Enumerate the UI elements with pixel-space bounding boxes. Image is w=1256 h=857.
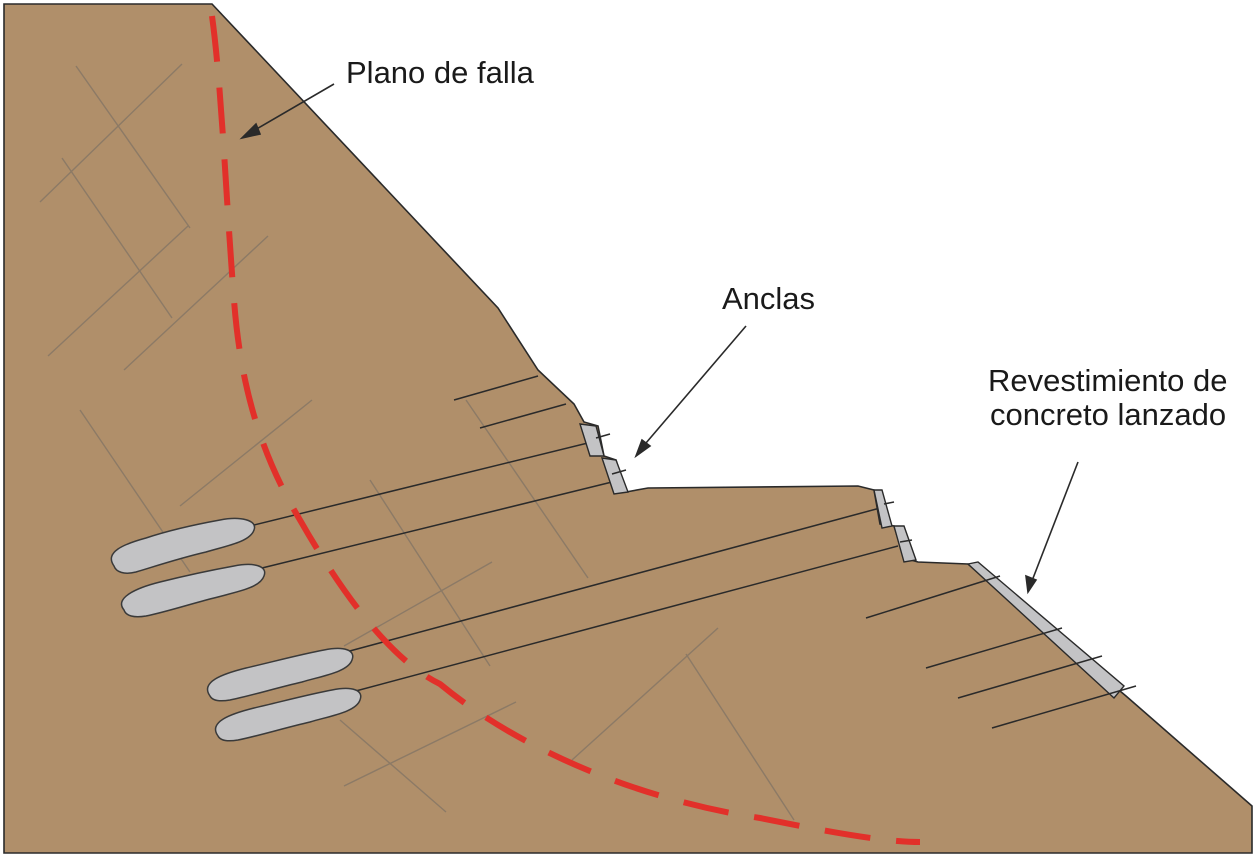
arrow-failure-plane (247, 83, 335, 135)
grout-bulb-4 (214, 687, 362, 742)
anchor-tendon-4 (351, 545, 899, 693)
anchor-tendon-2 (261, 481, 613, 569)
lower-anchors (865, 575, 1137, 729)
arrow-anchors (639, 325, 747, 451)
soil-mass (3, 3, 1253, 854)
anchors-label: Anclas (722, 281, 816, 316)
anchor-tendon-3 (345, 507, 881, 653)
grout-bulbs (110, 517, 362, 742)
anchor-heads (595, 433, 913, 543)
shotcrete-label-line1: Revestimiento de (988, 363, 1228, 398)
shotcrete-label-line2: concreto lanzado (990, 397, 1227, 432)
anchor-tendons (249, 439, 899, 693)
anchor-tendon-1 (249, 439, 601, 527)
failure-plane-label: Plano de falla (346, 55, 534, 90)
callout-arrows (239, 83, 1079, 595)
grout-bulb-2 (120, 563, 266, 618)
grout-bulb-1 (110, 517, 256, 574)
grout-bulb-3 (206, 647, 354, 702)
concrete-plates (579, 423, 1125, 700)
failure-plane (209, 15, 921, 845)
shotcrete-lining (966, 561, 1125, 700)
arrow-shotcrete (1029, 461, 1079, 587)
short-anchors (453, 375, 567, 429)
